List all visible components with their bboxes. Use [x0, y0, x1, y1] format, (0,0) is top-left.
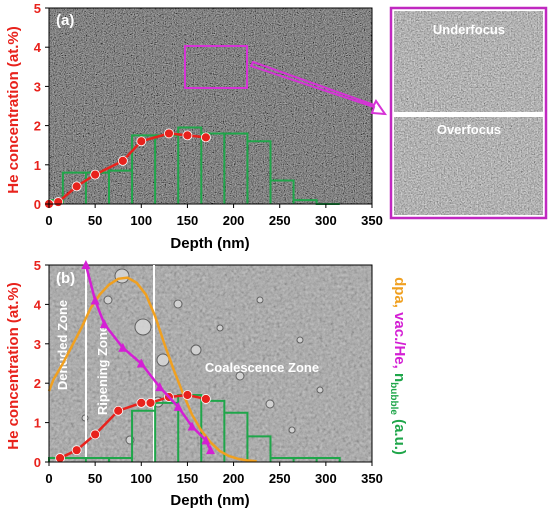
- curve-dpa: [47, 276, 257, 463]
- data-layer-b: [47, 260, 341, 463]
- right-label-bubble-sub: bubble: [388, 382, 399, 415]
- right-label-units: (a.u.): [391, 415, 408, 455]
- vac-he-data-point: [201, 435, 211, 445]
- right-label-vac: vac./He,: [391, 312, 408, 373]
- he-data-point: [71, 181, 82, 192]
- x-tick-label: 300: [315, 213, 337, 228]
- y-tick-label: 2: [34, 119, 41, 134]
- x-tick-label: 250: [269, 213, 291, 228]
- zone-label-coalescence: Coalescence Zone: [205, 360, 319, 375]
- y-tick-label: 3: [34, 337, 41, 352]
- x-tick-label: 250: [269, 471, 291, 486]
- zone-label-denuded: Denuded Zone: [55, 300, 70, 390]
- x-tick-label: 200: [223, 213, 245, 228]
- y-tick-label: 4: [34, 40, 42, 55]
- axes-b: 0 50 100 150 200 250 300 350 0 1 2 3 4 5: [34, 258, 383, 486]
- x-tick-label: 300: [315, 471, 337, 486]
- vac-he-data-point: [173, 401, 183, 411]
- y-tick-label: 3: [34, 79, 41, 94]
- right-label-n: n: [391, 373, 408, 382]
- y-tick-label: 0: [34, 197, 41, 212]
- he-data-point: [200, 394, 211, 404]
- vac-he-data-point: [81, 260, 91, 269]
- tem-texture-b: [49, 265, 372, 462]
- y-tick-label: 0: [34, 455, 41, 470]
- x-tick-label: 200: [223, 471, 245, 486]
- magnify-arrow-icon: [249, 60, 388, 116]
- vac-he-data-point: [118, 342, 128, 352]
- vac-he-data-point: [155, 382, 165, 392]
- x-tick-label: 50: [88, 471, 102, 486]
- y-axis-label-right-b: dpa, vac./He, nbubble (a.u.): [388, 277, 408, 455]
- vac-he-data-point: [187, 421, 197, 431]
- x-tick-label: 150: [177, 213, 199, 228]
- x-tick-label: 350: [361, 471, 383, 486]
- panel-label-a: (a): [56, 12, 74, 29]
- he-data-point: [164, 128, 174, 139]
- vac-he-data-point: [136, 358, 146, 368]
- he-data-point: [145, 397, 156, 408]
- y-tick-label: 2: [34, 376, 41, 391]
- y-tick-label: 1: [34, 158, 41, 173]
- he-data-point: [71, 445, 82, 456]
- panel-label-b: (b): [56, 270, 75, 287]
- x-tick-label: 100: [130, 471, 152, 486]
- he-data-point: [117, 155, 128, 166]
- vac-he-data-point: [206, 445, 215, 455]
- line-vac-he: [84, 264, 212, 451]
- data-layer-a: [44, 126, 340, 209]
- x-tick-label: 150: [177, 471, 199, 486]
- right-label-dpa: dpa,: [391, 277, 408, 312]
- vac-he-data-point: [90, 295, 100, 305]
- y-tick-label: 1: [34, 416, 41, 431]
- he-data-point: [200, 132, 211, 143]
- x-tick-label: 0: [45, 471, 52, 486]
- he-data-point: [90, 169, 101, 180]
- inset-overfocus-label: Overfocus: [437, 122, 501, 137]
- panel-b: (b) Denuded Zone Ripening Zone Coalescen…: [5, 258, 408, 509]
- he-data-point: [182, 390, 193, 400]
- axes-a: 0 50 100 150 200 250 300 350 0 1 2 3 4 5: [34, 1, 383, 228]
- inset-overfocus-image: [394, 117, 543, 215]
- y-tick-label: 5: [34, 1, 41, 16]
- x-tick-label: 100: [130, 213, 152, 228]
- zone-label-ripening: Ripening Zone: [95, 325, 110, 415]
- he-data-point: [182, 130, 193, 141]
- he-data-point: [90, 429, 101, 440]
- inset-underfocus-label: Underfocus: [433, 22, 505, 37]
- he-data-point: [113, 405, 124, 416]
- y-axis-label-a: He concentration (at.%): [5, 26, 22, 194]
- x-axis-label-b: Depth (nm): [170, 492, 249, 509]
- y-axis-label-b: He concentration (at.%): [5, 282, 22, 450]
- x-tick-label: 0: [45, 213, 52, 228]
- panel-a: (a) Underfocus Overfocus 0 50 100 150 200 250…: [5, 1, 548, 252]
- inset-underfocus-image: [394, 11, 543, 112]
- highlight-box: [184, 45, 248, 89]
- he-data-point: [55, 453, 65, 463]
- he-data-point: [53, 197, 64, 207]
- y-tick-label: 4: [34, 297, 42, 312]
- he-data-point: [136, 136, 147, 147]
- x-tick-label: 350: [361, 213, 383, 228]
- vac-he-data-point: [99, 319, 109, 329]
- he-data-point: [136, 397, 147, 408]
- histogram-nbubble: [48, 126, 340, 205]
- x-tick-label: 50: [88, 213, 102, 228]
- y-tick-label: 5: [34, 258, 41, 273]
- x-axis-label-a: Depth (nm): [170, 235, 249, 252]
